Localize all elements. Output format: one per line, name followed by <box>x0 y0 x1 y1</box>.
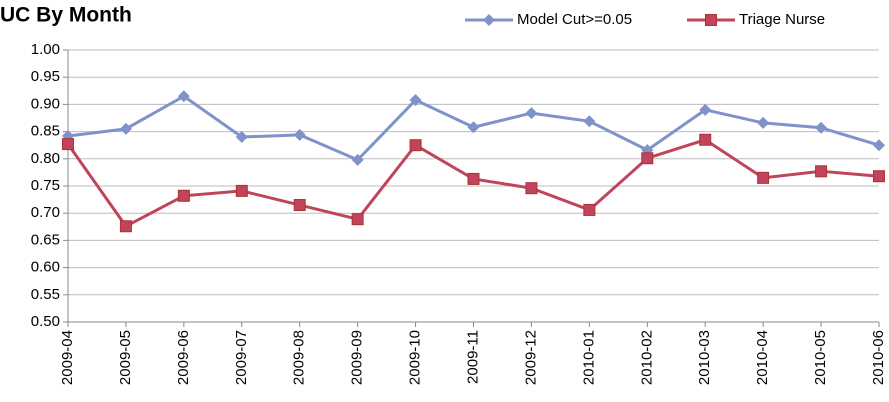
data-point <box>757 171 770 184</box>
y-tick-label: 1.00 <box>31 41 60 58</box>
data-point <box>583 203 596 216</box>
data-point <box>409 94 422 107</box>
x-tick-label: 2009-08 <box>291 330 308 385</box>
data-point <box>235 184 248 197</box>
y-tick-label: 0.55 <box>31 286 60 303</box>
x-tick-label: 2010-01 <box>580 330 597 385</box>
data-point <box>873 170 885 183</box>
data-point <box>62 138 74 151</box>
data-point <box>119 220 132 233</box>
data-point <box>467 172 480 185</box>
data-point <box>699 103 712 116</box>
legend-marker <box>705 14 717 26</box>
data-point <box>293 199 306 212</box>
data-point <box>873 139 885 152</box>
x-tick-label: 2010-04 <box>754 330 771 385</box>
x-tick-label: 2010-03 <box>696 330 713 385</box>
x-tick-label: 2009-11 <box>464 330 481 384</box>
data-point <box>699 133 712 146</box>
x-tick-label: 2010-06 <box>870 330 887 385</box>
data-point <box>525 107 538 120</box>
x-tick-label: 2009-05 <box>117 330 134 385</box>
legend-label: Model Cut>=0.05 <box>517 11 632 28</box>
data-point <box>467 121 480 134</box>
x-tick-label: 2010-05 <box>812 330 829 385</box>
data-point <box>235 131 248 144</box>
x-tick-label: 2009-12 <box>522 330 539 385</box>
x-tick-label: 2010-02 <box>638 330 655 385</box>
data-point <box>409 139 422 152</box>
x-tick-label: 2009-06 <box>175 330 192 385</box>
y-tick-label: 0.75 <box>31 177 60 194</box>
data-point <box>177 189 190 202</box>
data-point <box>757 116 770 129</box>
legend-label: Triage Nurse <box>739 11 825 28</box>
y-tick-label: 0.50 <box>31 313 60 330</box>
x-tick-label: 2009-04 <box>59 330 76 385</box>
chart-title: UC By Month <box>0 4 132 27</box>
data-point <box>583 115 596 128</box>
y-tick-label: 0.95 <box>31 68 60 85</box>
data-point <box>177 90 190 103</box>
x-tick-label: 2009-07 <box>233 330 250 385</box>
data-point <box>293 128 306 141</box>
y-tick-label: 0.80 <box>31 150 60 167</box>
data-point <box>641 152 654 165</box>
data-point <box>815 121 828 134</box>
x-tick-label: 2009-10 <box>407 330 424 385</box>
legend-marker <box>483 14 495 26</box>
y-tick-label: 0.60 <box>31 259 60 276</box>
data-point <box>351 153 364 166</box>
y-tick-label: 0.70 <box>31 204 60 221</box>
data-point <box>119 122 132 135</box>
y-tick-label: 0.85 <box>31 123 60 140</box>
x-tick-label: 2009-09 <box>349 330 366 385</box>
data-point <box>351 213 364 226</box>
data-point <box>815 165 828 178</box>
y-tick-label: 0.65 <box>31 231 60 248</box>
data-point <box>525 182 538 195</box>
y-tick-label: 0.90 <box>31 95 60 112</box>
